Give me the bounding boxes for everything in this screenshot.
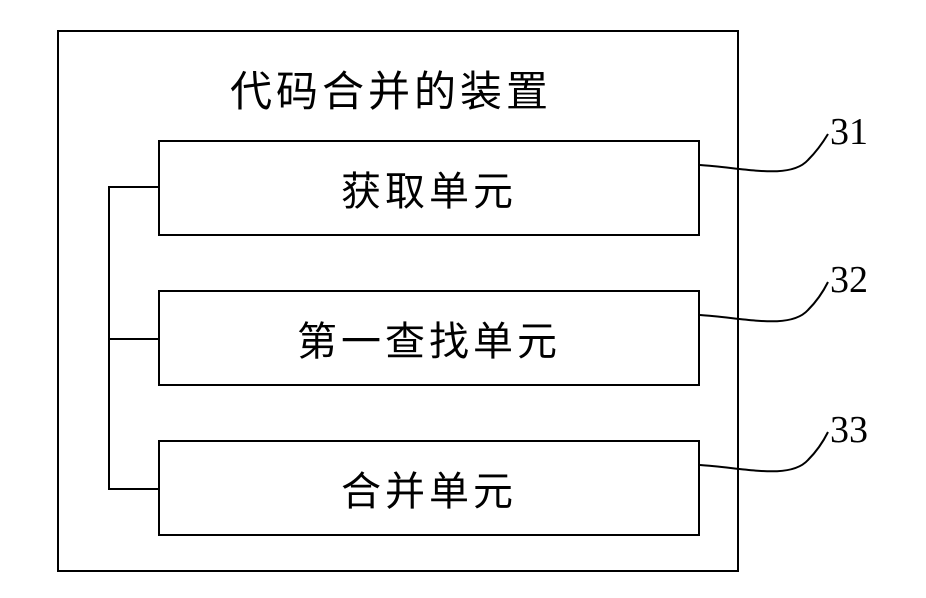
connector-h2	[108, 338, 158, 340]
unit-box-2-label: 第一查找单元	[297, 309, 561, 367]
diagram-canvas: 代码合并的装置 获取单元 第一查找单元 合并单元 31 32 33	[0, 0, 926, 598]
connector-h3	[108, 488, 158, 490]
unit-box-3: 合并单元	[158, 440, 700, 536]
connector-h1	[108, 186, 158, 188]
unit-box-1-label: 获取单元	[341, 159, 517, 217]
ref-label-33: 33	[830, 408, 868, 452]
ref-label-31: 31	[830, 110, 868, 154]
diagram-title: 代码合并的装置	[230, 58, 552, 119]
unit-box-1: 获取单元	[158, 140, 700, 236]
unit-box-3-label: 合并单元	[341, 459, 517, 517]
unit-box-2: 第一查找单元	[158, 290, 700, 386]
ref-label-32: 32	[830, 258, 868, 302]
